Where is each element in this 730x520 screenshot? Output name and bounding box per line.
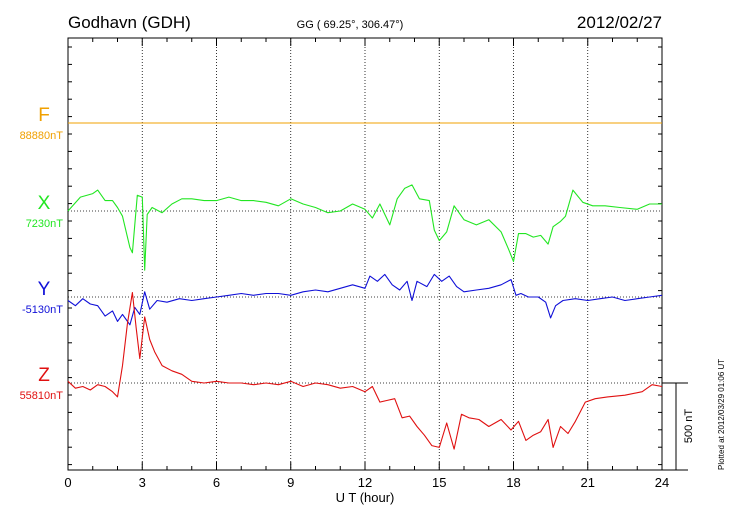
series-y-line xyxy=(67,273,663,326)
station-title: Godhavn (GDH) xyxy=(68,13,191,32)
grid-lines xyxy=(68,38,662,470)
component-label-z: Z xyxy=(38,365,50,386)
baseline-labels: F 88880nT X 7230nT Y -5130nT Z 55810nT xyxy=(20,105,64,402)
chart-date: 2012/02/27 xyxy=(577,13,662,32)
x-tick-label: 21 xyxy=(581,475,595,490)
x-tick-labels: 0 3 6 9 12 15 18 21 24 xyxy=(64,475,669,490)
x-tick-label: 3 xyxy=(139,475,146,490)
component-label-y: Y xyxy=(38,279,51,300)
component-label-x: X xyxy=(38,193,51,214)
x-tick-label: 12 xyxy=(358,475,372,490)
x-tick-label: 6 xyxy=(213,475,220,490)
axis-ticks xyxy=(67,38,663,470)
x-tick-label: 24 xyxy=(655,475,669,490)
x-tick-label: 18 xyxy=(506,475,520,490)
series-group xyxy=(67,122,663,450)
series-z-line xyxy=(67,291,663,450)
baseline-value-z: 55810nT xyxy=(20,390,64,402)
series-x-line xyxy=(67,184,662,271)
x-tick-label: 0 xyxy=(64,475,71,490)
x-axis-label: U T (hour) xyxy=(336,490,395,505)
scale-bar-label: 500 nT xyxy=(683,409,695,444)
scale-bar: 500 nT xyxy=(662,382,695,471)
baseline-value-y: -5130nT xyxy=(22,304,63,316)
plotted-note: Plotted at 2012/03/29 01:06 UT xyxy=(717,359,726,470)
x-tick-label: 9 xyxy=(287,475,294,490)
baseline-value-x: 7230nT xyxy=(26,218,64,230)
component-label-f: F xyxy=(38,105,50,126)
x-tick-label: 15 xyxy=(432,475,446,490)
baseline-value-f: 88880nT xyxy=(20,130,64,142)
station-coordinates: GG ( 69.25°, 306.47°) xyxy=(297,19,404,31)
